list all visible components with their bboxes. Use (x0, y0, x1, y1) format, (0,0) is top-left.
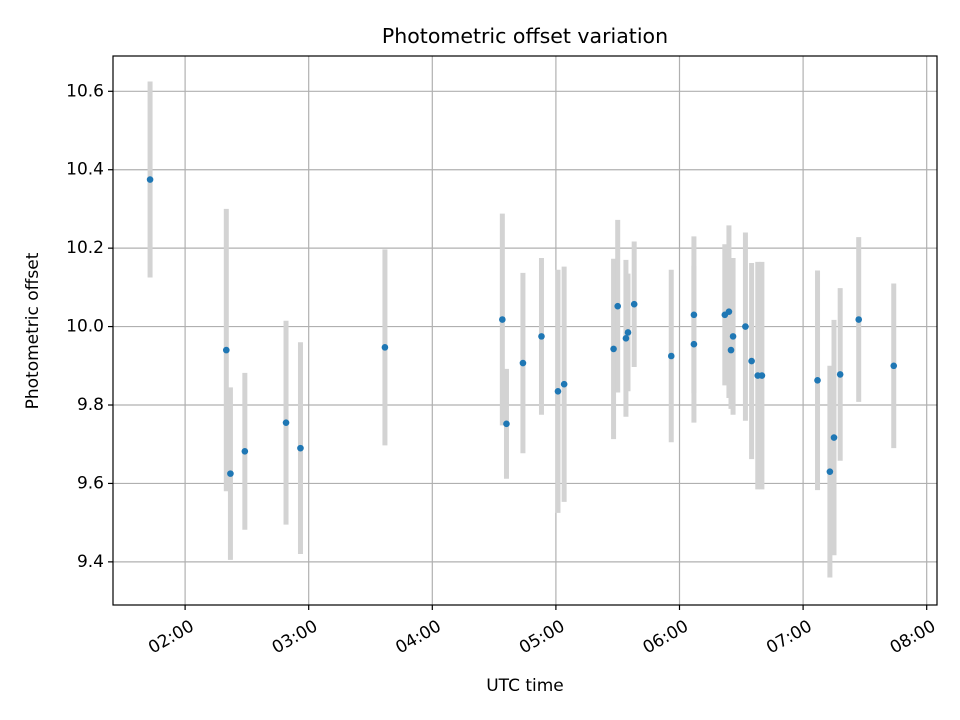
data-point (614, 302, 621, 310)
data-point (538, 333, 545, 340)
x-tick-label: 04:00 (392, 616, 444, 658)
data-point (554, 387, 562, 395)
data-point (241, 447, 249, 455)
chart-title: Photometric offset variation (382, 24, 668, 48)
data-points (146, 176, 898, 477)
data-point (622, 335, 630, 342)
data-point (297, 444, 304, 452)
data-point (499, 316, 506, 323)
data-point (223, 346, 230, 354)
y-tick-label: 10.0 (66, 317, 104, 337)
y-tick-label: 9.6 (77, 473, 104, 493)
data-point (855, 316, 863, 323)
data-point (725, 308, 733, 315)
data-point (890, 362, 898, 370)
x-axis-label: UTC time (486, 676, 564, 696)
x-tick-label: 06:00 (640, 616, 692, 658)
y-tick-label: 9.8 (77, 395, 104, 415)
data-point (748, 357, 755, 365)
y-tick-label: 9.4 (77, 552, 104, 572)
data-point (519, 359, 527, 367)
data-point (742, 323, 749, 330)
y-tick-label: 10.2 (66, 238, 104, 258)
x-tick-label: 02:00 (145, 616, 197, 658)
data-point (667, 352, 675, 360)
x-tick-label: 07:00 (763, 616, 815, 658)
data-point (690, 340, 698, 348)
data-point (727, 346, 735, 354)
error-bars (147, 81, 897, 578)
data-point (814, 377, 821, 384)
data-point (610, 345, 617, 353)
data-point (826, 468, 834, 475)
grid-lines (113, 56, 937, 605)
data-point (560, 380, 568, 388)
data-point (146, 176, 154, 183)
data-point (690, 311, 698, 319)
data-point (758, 372, 766, 379)
y-tick-label: 10.6 (66, 81, 104, 101)
data-point (630, 300, 638, 308)
data-point (836, 371, 844, 378)
y-axis-label: Photometric offset (23, 252, 43, 409)
data-point (830, 434, 838, 441)
x-tick-label: 03:00 (269, 616, 321, 658)
data-point (624, 329, 632, 336)
plot-frame (112, 55, 938, 606)
x-tick-label: 05:00 (516, 616, 568, 658)
data-point (729, 333, 737, 340)
data-point (503, 420, 510, 428)
y-tick-label: 10.4 (66, 160, 104, 180)
data-point (381, 344, 389, 351)
data-point (282, 419, 290, 426)
x-tick-label: 08:00 (887, 616, 939, 658)
data-point (227, 470, 234, 477)
